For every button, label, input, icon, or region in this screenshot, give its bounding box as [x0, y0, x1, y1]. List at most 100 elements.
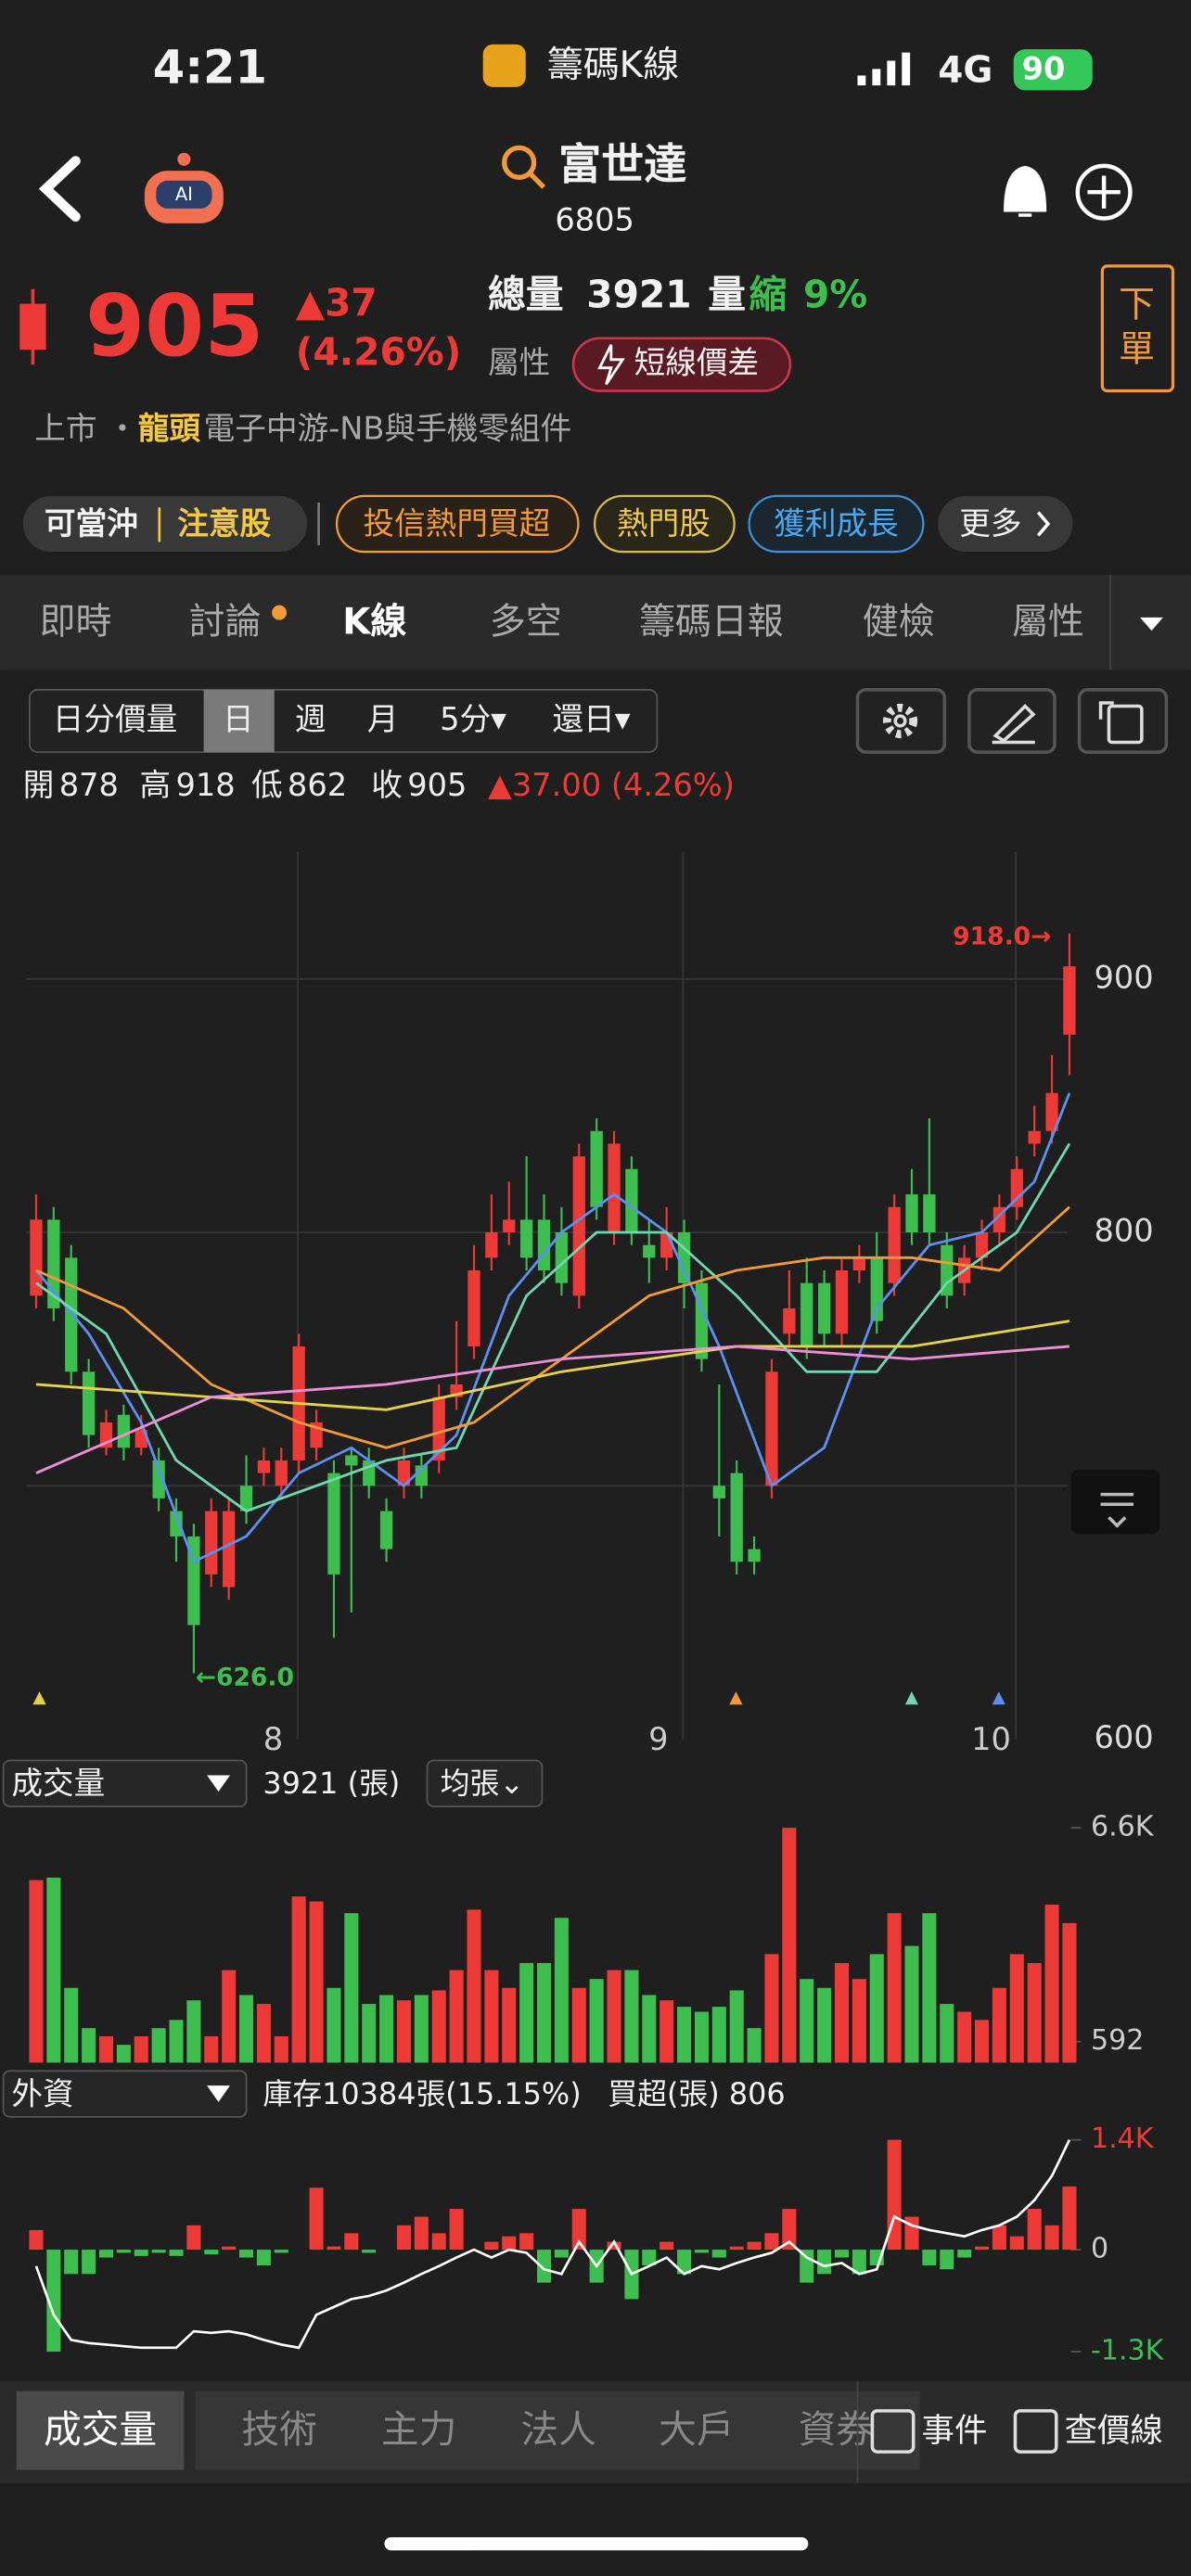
home-indicator: [384, 2537, 809, 2551]
volume-total: 3921 (張): [263, 1766, 400, 1801]
bar: [134, 2035, 148, 2063]
candle-body: [519, 1219, 533, 1258]
price: 905: [85, 276, 263, 376]
foreign-selector[interactable]: [2, 2070, 248, 2118]
bar: [484, 1970, 499, 2063]
bottom-tab-bg[interactable]: [195, 2391, 364, 2470]
bar: [957, 2011, 972, 2063]
y-tick-label: 592: [1091, 2024, 1144, 2057]
checkbox[interactable]: [870, 2409, 916, 2454]
more-tags-bg[interactable]: [938, 495, 1073, 553]
tab-menu-button[interactable]: [1140, 617, 1163, 631]
bar: [782, 1828, 797, 2063]
bar: [660, 2000, 674, 2063]
candle-body: [187, 1536, 200, 1626]
period-option[interactable]: 日分價量: [53, 701, 178, 737]
bottom-tab: 主力: [381, 2407, 456, 2452]
candle-body: [223, 1511, 236, 1588]
bottom-tab-bg[interactable]: [752, 2391, 920, 2470]
bar: [396, 2000, 411, 2063]
dropdown-icon: [207, 1775, 230, 1792]
order-button[interactable]: [1100, 264, 1175, 393]
period-option[interactable]: 日: [223, 701, 254, 737]
volume-selector[interactable]: [2, 1759, 248, 1807]
bar: [344, 1913, 359, 2063]
tab[interactable]: 籌碼日報: [639, 601, 784, 643]
period-option[interactable]: 月: [367, 701, 399, 737]
bar: [834, 2250, 850, 2258]
bar: [677, 2007, 692, 2063]
tag-bg[interactable]: [748, 494, 925, 554]
y-tick-label: 6.6K: [1091, 1811, 1155, 1843]
period-option[interactable]: 還日▾: [553, 701, 631, 737]
settings-button[interactable]: [855, 688, 947, 754]
ohlc-value: ▲37.00 (4.26%): [488, 767, 735, 803]
bar: [46, 1877, 61, 2063]
y-tick-label: 600: [1095, 1719, 1154, 1755]
candle-body: [134, 1430, 147, 1448]
candle-body: [625, 1168, 638, 1233]
bar: [239, 2250, 254, 2258]
search-icon[interactable]: [502, 145, 537, 180]
attribute-tag-bg[interactable]: [571, 337, 792, 392]
unread-dot: [272, 605, 288, 620]
bar: [992, 2225, 1006, 2251]
tag-bg[interactable]: [22, 495, 308, 553]
stock-code: 6805: [555, 202, 634, 238]
scale-widget[interactable]: [1070, 1470, 1160, 1535]
add-button[interactable]: [1075, 163, 1133, 221]
period-option[interactable]: 週: [295, 701, 327, 737]
bar: [1009, 1954, 1024, 2063]
ohlc-value: 862: [288, 767, 347, 803]
candle-body: [485, 1232, 498, 1258]
bar: [64, 1987, 79, 2063]
bar: [29, 1880, 44, 2063]
ai-assistant[interactable]: AI: [144, 152, 224, 223]
bottom-tab: 成交量: [44, 2407, 157, 2452]
bottom-tab-bg[interactable]: [612, 2391, 781, 2470]
high-annotation: 918.0→: [953, 923, 1051, 951]
tag-bg[interactable]: [593, 494, 736, 554]
tab[interactable]: 健檢: [863, 601, 935, 643]
candle-body: [975, 1232, 989, 1258]
bar: [222, 2246, 237, 2251]
bar: [677, 2250, 692, 2275]
candle-body: [817, 1282, 831, 1334]
app-name: 籌碼K線: [547, 45, 679, 86]
candle-body: [835, 1269, 849, 1334]
period-option[interactable]: 5分▾: [440, 701, 506, 737]
tab[interactable]: 討論: [189, 601, 262, 643]
bar: [274, 2250, 288, 2253]
checkbox[interactable]: [1013, 2409, 1058, 2454]
x-tick-label: 10: [971, 1721, 1011, 1757]
chart-tools: [855, 688, 1169, 754]
tag-bg[interactable]: [335, 494, 580, 554]
bottom-tab: 法人: [520, 2407, 596, 2452]
bar: [519, 1962, 534, 2063]
tag: 熱門股: [617, 505, 711, 542]
tab[interactable]: 即時: [40, 601, 112, 643]
bar: [975, 2020, 990, 2063]
foreign-holding: 庫存10384張(15.15%): [263, 2076, 581, 2111]
volume: 3921: [586, 273, 691, 317]
bar: [309, 2187, 324, 2251]
bar: [887, 2139, 902, 2251]
bar: [274, 2035, 288, 2063]
signal-marker: [904, 1691, 919, 1705]
signal-marker: [729, 1691, 743, 1705]
bar: [291, 1896, 306, 2063]
bar: [98, 2035, 114, 2063]
volume-mode-button[interactable]: [426, 1759, 544, 1807]
bar: [834, 1962, 850, 2063]
bar: [817, 1987, 832, 2063]
bar: [1062, 1922, 1077, 2063]
tab[interactable]: 多空: [490, 601, 562, 643]
bottom-tab-bg[interactable]: [16, 2391, 185, 2470]
candle-body: [1063, 966, 1076, 1035]
tab[interactable]: K線: [342, 601, 406, 643]
bar: [396, 2225, 411, 2251]
back-button[interactable]: [38, 156, 81, 223]
candle-body: [30, 1219, 43, 1296]
tab[interactable]: 屬性: [1012, 601, 1084, 643]
alert-button[interactable]: [1004, 165, 1047, 217]
